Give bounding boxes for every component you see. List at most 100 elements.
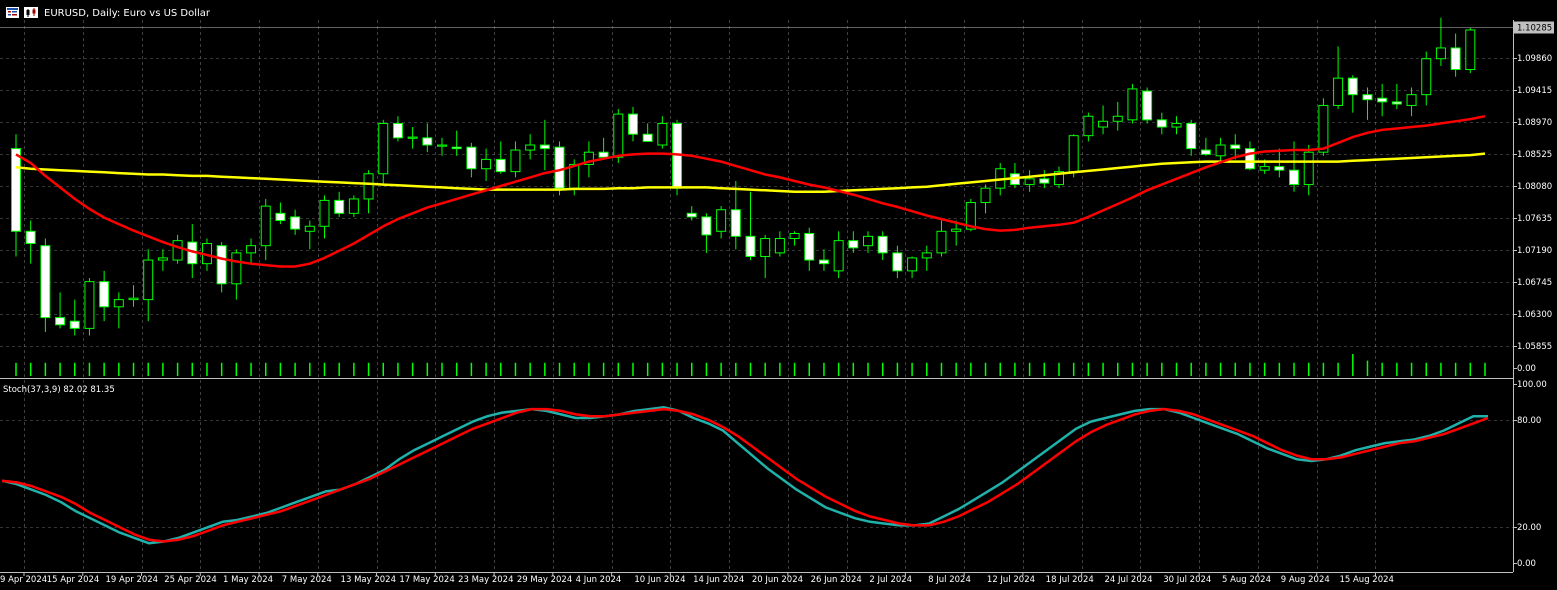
candle[interactable] bbox=[1039, 170, 1050, 189]
candle[interactable] bbox=[539, 119, 550, 171]
candle[interactable] bbox=[1391, 83, 1402, 110]
candle[interactable] bbox=[1200, 137, 1211, 156]
candle[interactable] bbox=[642, 123, 653, 142]
candle[interactable] bbox=[745, 191, 756, 261]
candle[interactable] bbox=[304, 220, 315, 250]
candle[interactable] bbox=[334, 191, 345, 217]
candle[interactable] bbox=[1435, 17, 1446, 66]
candle[interactable] bbox=[40, 238, 51, 332]
candle[interactable] bbox=[1112, 101, 1123, 131]
date-label: 2 Jul 2024 bbox=[869, 575, 912, 585]
candle[interactable] bbox=[892, 245, 903, 279]
chart-window-icon[interactable] bbox=[6, 7, 19, 18]
candle[interactable] bbox=[143, 249, 154, 322]
chart-candles-icon[interactable] bbox=[24, 7, 38, 18]
candle[interactable] bbox=[246, 238, 257, 264]
candle[interactable] bbox=[1098, 105, 1109, 135]
candle[interactable] bbox=[1318, 98, 1329, 156]
candle[interactable] bbox=[1142, 87, 1153, 124]
candle[interactable] bbox=[774, 231, 785, 257]
candle[interactable] bbox=[231, 249, 242, 300]
candle[interactable] bbox=[833, 231, 844, 279]
candle[interactable] bbox=[627, 106, 638, 142]
candle-body bbox=[246, 245, 257, 254]
candle[interactable] bbox=[1186, 119, 1197, 156]
candle[interactable] bbox=[1333, 46, 1344, 110]
candle[interactable] bbox=[1244, 141, 1255, 171]
candle[interactable] bbox=[1127, 83, 1138, 124]
candle[interactable] bbox=[510, 141, 521, 178]
candle[interactable] bbox=[1053, 166, 1064, 189]
candle[interactable] bbox=[936, 220, 947, 257]
candle[interactable] bbox=[613, 109, 624, 163]
candle[interactable] bbox=[69, 299, 80, 336]
candle[interactable] bbox=[378, 119, 389, 185]
candle[interactable] bbox=[451, 130, 462, 156]
candle[interactable] bbox=[1347, 75, 1358, 113]
candle[interactable] bbox=[760, 234, 771, 279]
candle[interactable] bbox=[583, 141, 594, 178]
candle[interactable] bbox=[481, 148, 492, 181]
candle[interactable] bbox=[1362, 87, 1373, 120]
candle[interactable] bbox=[113, 292, 124, 329]
candle[interactable] bbox=[1171, 116, 1182, 135]
candle[interactable] bbox=[789, 231, 800, 246]
candle[interactable] bbox=[1156, 112, 1167, 135]
candle[interactable] bbox=[716, 206, 727, 239]
candle[interactable] bbox=[157, 249, 168, 271]
candle[interactable] bbox=[672, 119, 683, 196]
candle[interactable] bbox=[407, 127, 418, 149]
candle-body bbox=[1259, 166, 1270, 171]
candle[interactable] bbox=[25, 220, 36, 264]
candle[interactable] bbox=[818, 249, 829, 271]
candle[interactable] bbox=[466, 142, 477, 178]
candle[interactable] bbox=[1274, 148, 1285, 178]
candle[interactable] bbox=[686, 206, 697, 221]
candle[interactable] bbox=[657, 116, 668, 149]
candle[interactable] bbox=[848, 231, 859, 253]
candle[interactable] bbox=[1450, 33, 1461, 77]
candle[interactable] bbox=[1230, 134, 1241, 160]
candle[interactable] bbox=[921, 245, 932, 271]
candle[interactable] bbox=[1377, 83, 1388, 117]
candle[interactable] bbox=[495, 141, 506, 174]
candle[interactable] bbox=[84, 278, 95, 336]
candle[interactable] bbox=[172, 234, 183, 264]
candle[interactable] bbox=[877, 231, 888, 261]
candle[interactable] bbox=[980, 184, 991, 214]
candle[interactable] bbox=[907, 256, 918, 279]
candle[interactable] bbox=[392, 116, 403, 142]
candle[interactable] bbox=[701, 213, 712, 253]
candle[interactable] bbox=[598, 137, 609, 160]
candle[interactable] bbox=[275, 202, 286, 225]
candlesticks[interactable] bbox=[11, 17, 1476, 336]
candle[interactable] bbox=[1303, 145, 1314, 196]
candle[interactable] bbox=[1406, 87, 1417, 117]
candle[interactable] bbox=[1421, 51, 1432, 106]
candle[interactable] bbox=[1215, 137, 1226, 163]
stochastic-lines bbox=[1, 406, 1489, 545]
candle[interactable] bbox=[128, 285, 139, 307]
candle[interactable] bbox=[260, 198, 271, 261]
candle[interactable] bbox=[804, 227, 815, 271]
candle[interactable] bbox=[730, 180, 741, 250]
candle[interactable] bbox=[348, 195, 359, 217]
candle[interactable] bbox=[1083, 112, 1094, 142]
candle[interactable] bbox=[863, 231, 874, 253]
candle[interactable] bbox=[437, 137, 448, 156]
candle[interactable] bbox=[363, 170, 374, 214]
candle[interactable] bbox=[216, 242, 227, 293]
candle[interactable] bbox=[55, 292, 66, 329]
candle[interactable] bbox=[525, 134, 536, 160]
candle-body bbox=[1347, 77, 1358, 96]
candle[interactable] bbox=[1024, 170, 1035, 192]
candle[interactable] bbox=[1465, 27, 1476, 74]
date-label: 4 Jun 2024 bbox=[576, 575, 622, 585]
candle[interactable] bbox=[99, 270, 110, 322]
candle[interactable] bbox=[951, 220, 962, 246]
candle[interactable] bbox=[290, 209, 301, 235]
candle[interactable] bbox=[319, 195, 330, 239]
candle[interactable] bbox=[422, 123, 433, 153]
